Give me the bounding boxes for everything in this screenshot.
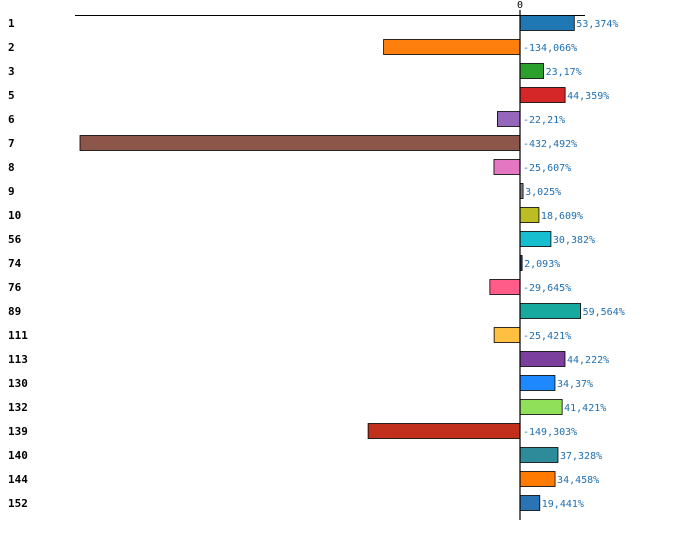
- bar: [493, 327, 521, 343]
- value-label: -22,21%: [523, 115, 565, 126]
- bar: [383, 39, 521, 55]
- value-label: 30,382%: [553, 235, 595, 246]
- category-label: 56: [8, 233, 22, 246]
- category-label: 132: [8, 401, 28, 414]
- value-label: -134,066%: [523, 43, 577, 54]
- category-label: 139: [8, 425, 28, 438]
- category-label: 6: [8, 113, 15, 126]
- bar: [367, 423, 521, 439]
- value-label: 2,093%: [524, 259, 560, 270]
- category-label: 140: [8, 449, 28, 462]
- value-label: 23,17%: [546, 67, 582, 78]
- value-label: 59,564%: [583, 307, 625, 318]
- category-label: 2: [8, 41, 15, 54]
- value-label: -432,492%: [523, 139, 577, 150]
- category-label: 9: [8, 185, 15, 198]
- bar: [489, 279, 521, 295]
- category-label: 7: [8, 137, 15, 150]
- value-label: 41,421%: [564, 403, 606, 414]
- bar: [519, 351, 566, 367]
- bar: [519, 399, 563, 415]
- value-label: -29,645%: [523, 283, 571, 294]
- category-label: 74: [8, 257, 22, 270]
- value-label: -25,421%: [523, 331, 571, 342]
- value-label: 34,458%: [557, 475, 599, 486]
- value-label: 44,222%: [567, 355, 609, 366]
- value-label: 19,441%: [542, 499, 584, 510]
- category-label: 76: [8, 281, 22, 294]
- bar: [497, 111, 521, 127]
- category-label: 152: [8, 497, 28, 510]
- bar: [519, 15, 575, 31]
- value-label: 53,374%: [576, 19, 618, 30]
- value-label: -25,607%: [523, 163, 571, 174]
- value-label: 3,025%: [525, 187, 561, 198]
- value-label: 18,609%: [541, 211, 583, 222]
- category-label: 5: [8, 89, 15, 102]
- value-label: 37,328%: [560, 451, 602, 462]
- value-label: -149,303%: [523, 427, 577, 438]
- category-label: 3: [8, 65, 15, 78]
- bar: [519, 87, 566, 103]
- category-label: 113: [8, 353, 28, 366]
- category-label: 89: [8, 305, 21, 318]
- bar: [519, 495, 541, 511]
- zero-tick-label: 0: [517, 0, 523, 11]
- category-label: 10: [8, 209, 21, 222]
- bar: [519, 375, 556, 391]
- category-label: 130: [8, 377, 28, 390]
- value-label: 44,359%: [567, 91, 609, 102]
- bar: [519, 471, 556, 487]
- bar: [519, 231, 552, 247]
- category-label: 111: [8, 329, 28, 342]
- bar: [493, 159, 521, 175]
- bar: [519, 447, 559, 463]
- category-label: 8: [8, 161, 15, 174]
- category-label: 1: [8, 17, 15, 30]
- bar: [519, 207, 540, 223]
- bar: [519, 303, 581, 319]
- value-label: 34,37%: [557, 379, 593, 390]
- category-label: 144: [8, 473, 28, 486]
- bar: [519, 63, 544, 79]
- bar: [79, 135, 521, 151]
